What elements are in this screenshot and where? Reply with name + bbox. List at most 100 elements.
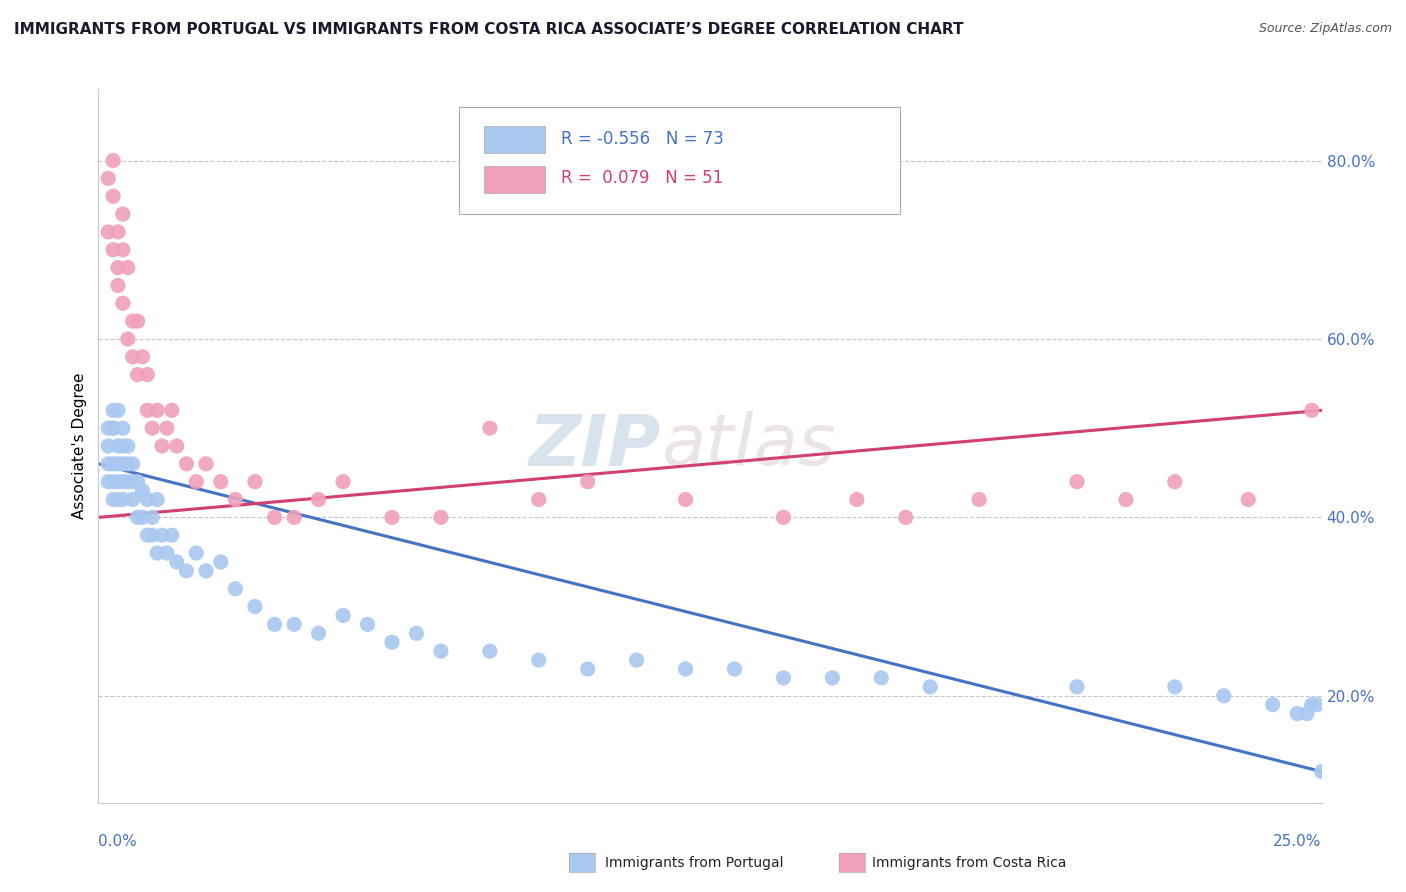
Point [160,403,183,417]
Point [146,492,169,507]
Point [121,314,143,328]
Point [97,171,120,186]
Point [101,153,124,168]
Point [1301,403,1323,417]
Point [527,492,550,507]
Point [1164,475,1187,489]
Point [675,662,697,676]
FancyBboxPatch shape [484,127,546,153]
Point [117,332,139,346]
Point [136,492,159,507]
Point [141,528,163,542]
Point [111,207,134,221]
Point [111,475,134,489]
Point [97,225,120,239]
Text: Source: ZipAtlas.com: Source: ZipAtlas.com [1258,22,1392,36]
Point [772,510,794,524]
Point [527,653,550,667]
Point [186,475,208,489]
Point [156,421,179,435]
Point [478,644,501,658]
Point [186,546,208,560]
Point [131,350,153,364]
Point [1296,706,1319,721]
Point [101,457,124,471]
Point [117,457,139,471]
Point [117,260,139,275]
Point [141,421,163,435]
Point [127,368,149,382]
Point [283,510,305,524]
Point [117,475,139,489]
Point [107,278,129,293]
Point [150,439,173,453]
Point [381,510,404,524]
Point [675,492,697,507]
Point [97,457,120,471]
Point [209,475,232,489]
Point [111,296,134,310]
Text: R = -0.556   N = 73: R = -0.556 N = 73 [561,130,724,148]
Point [920,680,942,694]
Point [1212,689,1234,703]
Point [136,368,159,382]
Point [107,492,129,507]
Point [1286,706,1309,721]
Y-axis label: Associate's Degree: Associate's Degree [72,373,87,519]
Point [121,475,143,489]
Point [107,403,129,417]
Point [1306,698,1329,712]
Point [121,457,143,471]
Text: atlas: atlas [661,411,835,481]
Point [263,510,285,524]
Point [576,475,599,489]
Point [356,617,378,632]
Point [111,457,134,471]
Text: R =  0.079   N = 51: R = 0.079 N = 51 [561,169,723,187]
Point [121,492,143,507]
Point [101,243,124,257]
Point [97,439,120,453]
Point [1164,680,1187,694]
Point [107,457,129,471]
Point [127,314,149,328]
Point [1237,492,1260,507]
Point [117,439,139,453]
Point [136,403,159,417]
Point [723,662,745,676]
Point [101,421,124,435]
Point [224,492,246,507]
Point [430,644,453,658]
Point [1115,492,1137,507]
Point [209,555,232,569]
Point [176,564,198,578]
Point [146,546,169,560]
Point [127,510,149,524]
Text: Immigrants from Portugal: Immigrants from Portugal [605,856,783,871]
Point [1066,475,1088,489]
Text: IMMIGRANTS FROM PORTUGAL VS IMMIGRANTS FROM COSTA RICA ASSOCIATE’S DEGREE CORREL: IMMIGRANTS FROM PORTUGAL VS IMMIGRANTS F… [14,22,963,37]
Text: Immigrants from Costa Rica: Immigrants from Costa Rica [872,856,1066,871]
Point [870,671,893,685]
Point [332,475,354,489]
Point [136,528,159,542]
Point [845,492,868,507]
Point [772,671,794,685]
Point [107,260,129,275]
Point [381,635,404,649]
Point [576,662,599,676]
Text: 0.0%: 0.0% [98,834,138,849]
Point [967,492,990,507]
Point [156,546,179,560]
Point [176,457,198,471]
Point [308,626,330,640]
Point [127,475,149,489]
Point [101,403,124,417]
Point [150,528,173,542]
Point [160,528,183,542]
Text: ZIP: ZIP [529,411,661,481]
Point [111,421,134,435]
Point [111,492,134,507]
FancyBboxPatch shape [484,166,546,193]
Text: 25.0%: 25.0% [1274,834,1322,849]
